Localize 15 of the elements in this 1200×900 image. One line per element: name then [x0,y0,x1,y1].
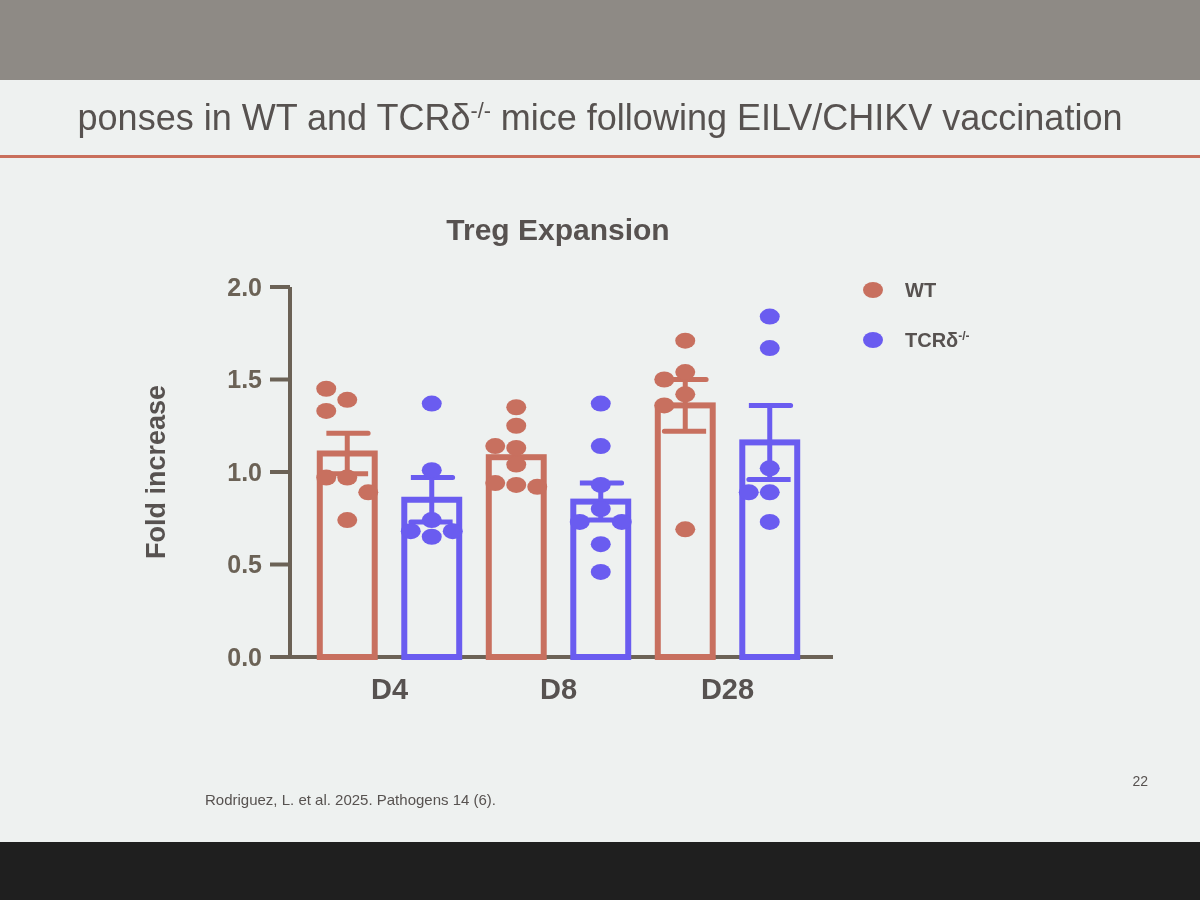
text: Rodriguez, L. et al. 2025. Pathogens 14 (6). [205,791,497,808]
x-tick-label: D8 [539,673,578,705]
chart-title: ponses in WT and TCRδ$^{-/-}$ mice following EILV/CHIKV vaccination [77,97,1123,138]
y-tick-label: 0.0 [227,642,262,671]
y-tick-label: 2.0 [227,272,262,301]
y-tick-label: 0.5 [227,550,263,579]
y-tick-label: 1.5 [227,365,263,394]
chart-subtitle: Treg Expansion [446,213,670,246]
text: 22 [1132,773,1149,789]
x-tick-label: D28 [700,673,755,705]
y-axis-title: Fold increase [141,384,171,560]
x-tick-label: D4 [370,673,409,705]
legend-label: TCRδ$^{-/-}$ [905,329,970,351]
legend-label: WT [905,279,937,301]
y-tick-label: 1.0 [227,457,262,486]
